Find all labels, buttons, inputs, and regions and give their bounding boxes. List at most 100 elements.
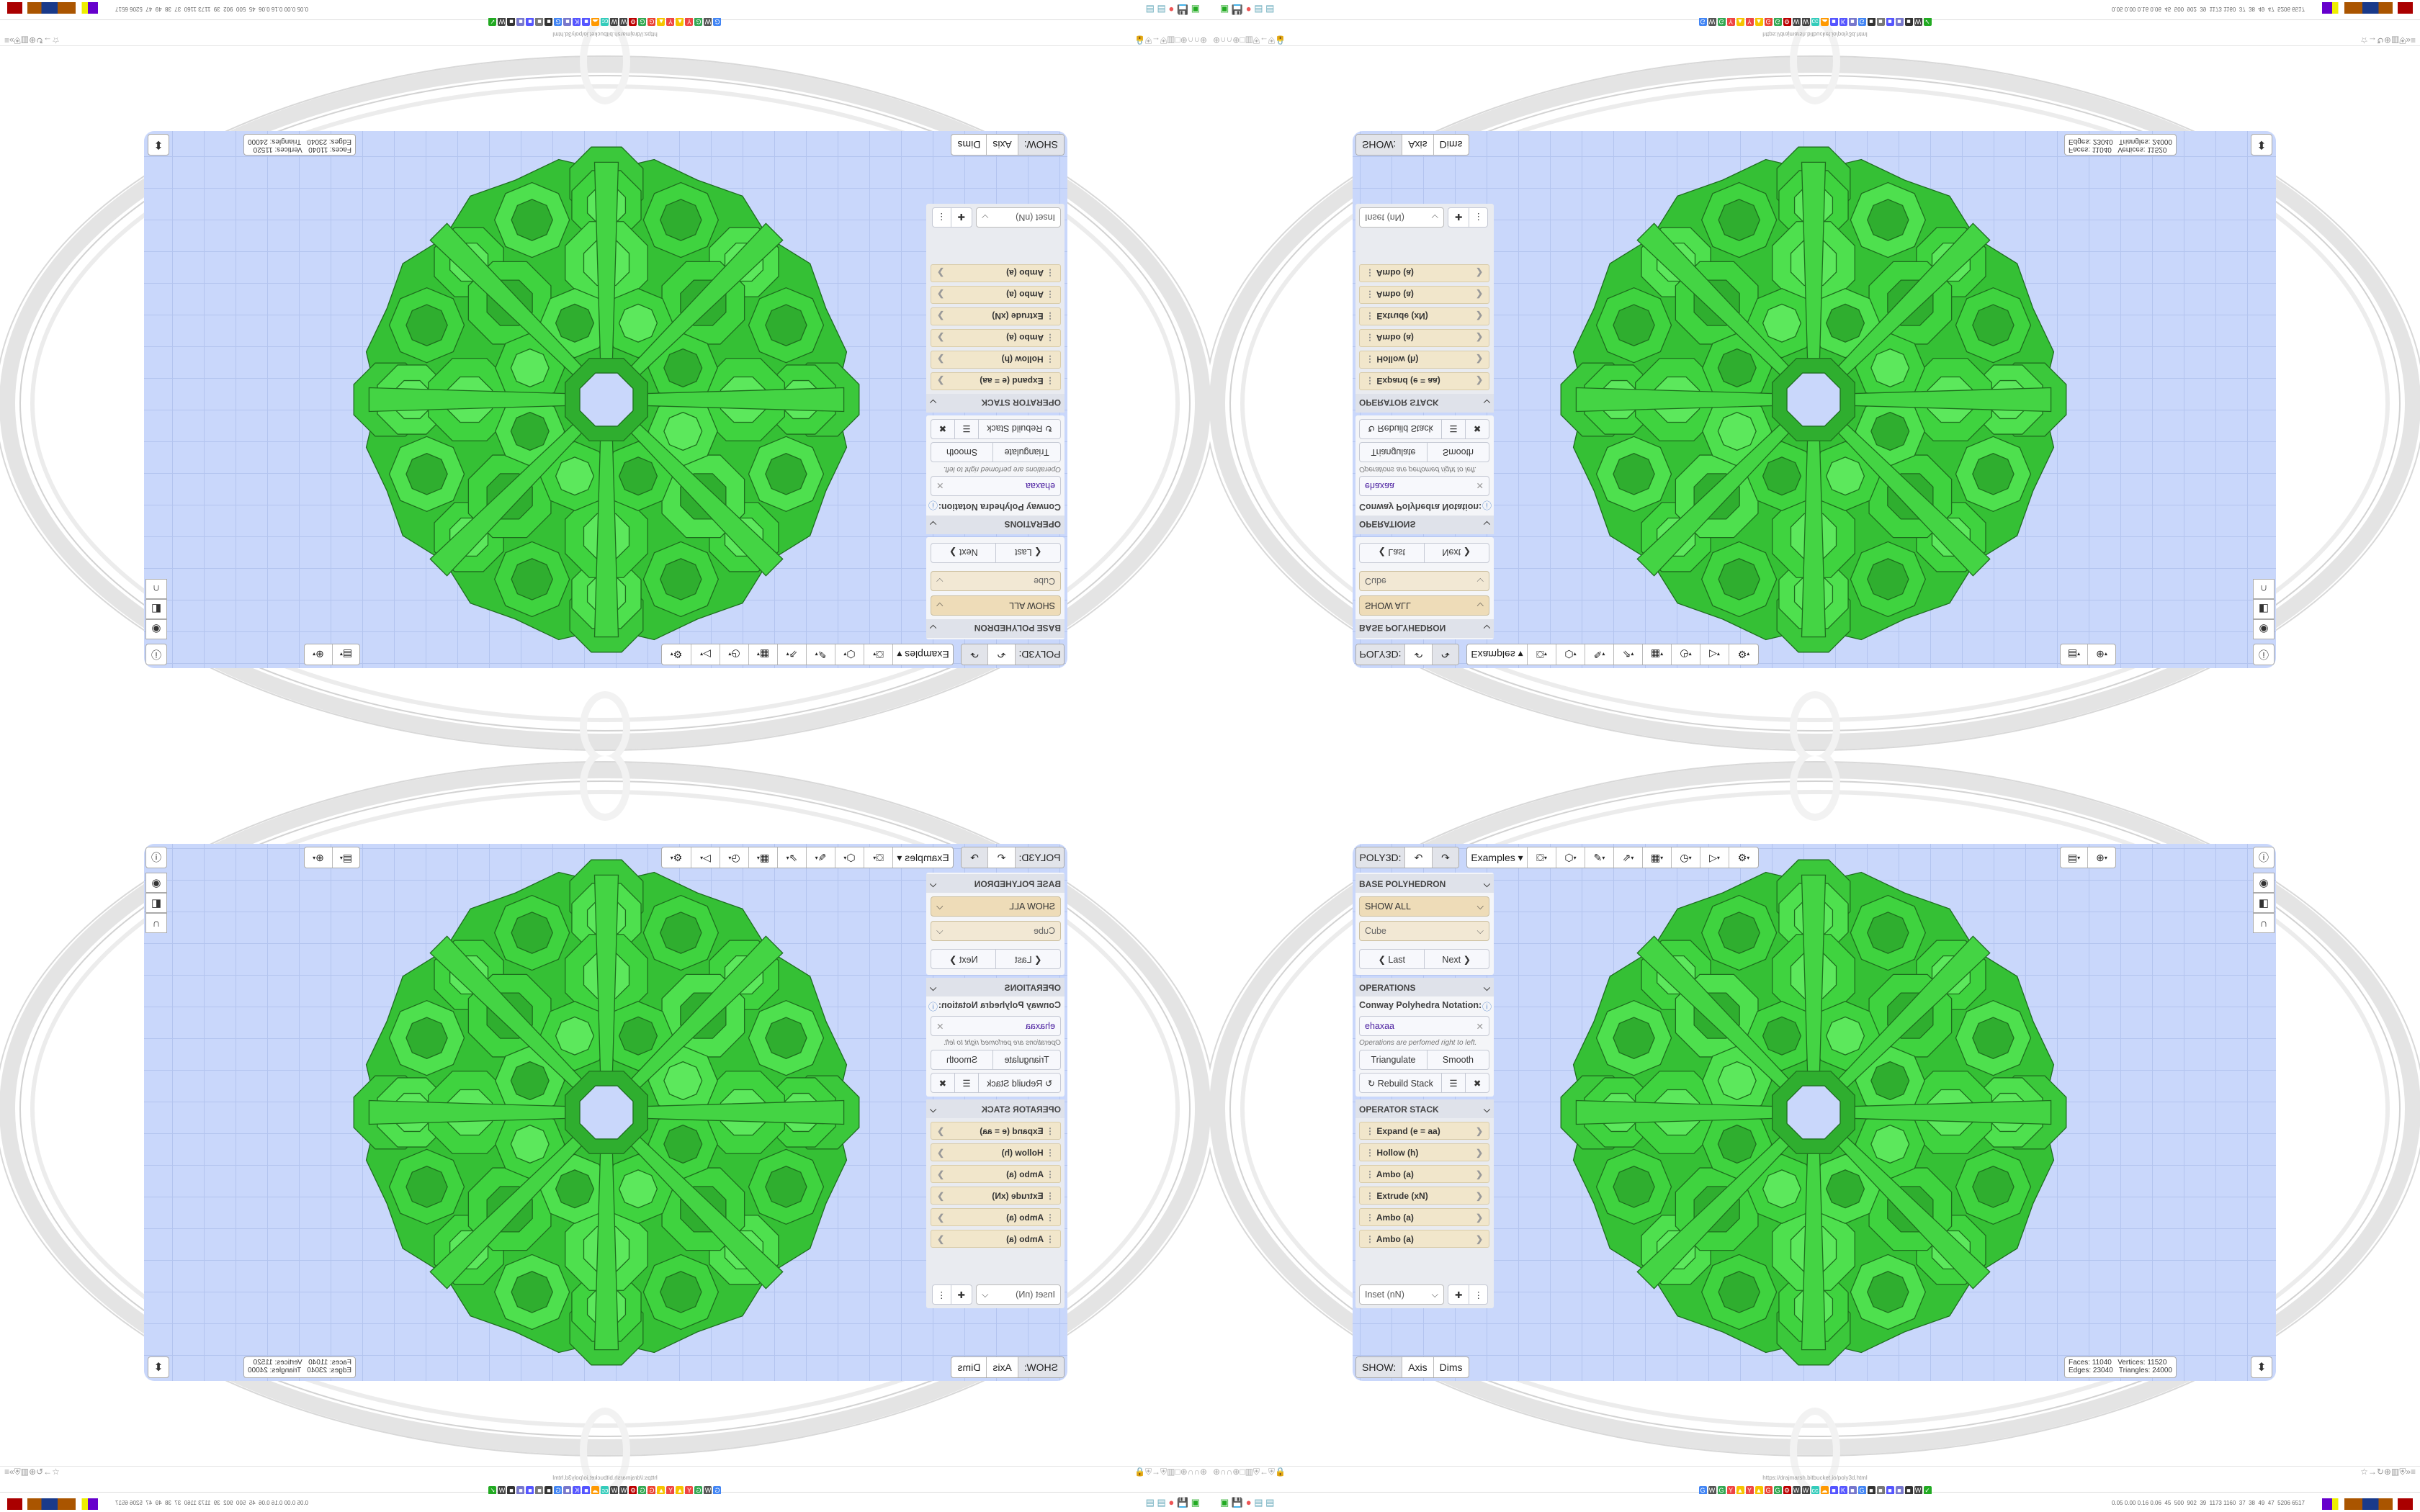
bookmark-favicon[interactable]: ■ [1829, 1486, 1838, 1495]
chevron-right-icon[interactable]: ❯ [937, 1169, 945, 1179]
eye-icon[interactable]: ◉ [145, 873, 167, 893]
chevron-right-icon[interactable]: ❯ [1475, 1147, 1483, 1158]
url-text[interactable]: https://drajmarsh.bitbucket.io/poly3d.ht… [552, 1475, 658, 1481]
bookmark-favicon[interactable]: G [1717, 1486, 1726, 1495]
stack-item[interactable]: ⋮ Ambo (a) ❯ [1359, 286, 1489, 304]
filter-select[interactable]: SHOW ALL ⌵ [931, 595, 1061, 616]
bookmark-favicon[interactable]: G [1698, 1486, 1707, 1495]
chevron-right-icon[interactable]: ❯ [1475, 333, 1483, 343]
bookmark-favicon[interactable]: W [610, 17, 619, 26]
half-square-icon[interactable]: ◧ [2253, 599, 2275, 619]
magnet-icon[interactable]: ∩ [145, 913, 167, 933]
url-text[interactable]: https://drajmarsh.bitbucket.io/poly3d.ht… [552, 31, 658, 37]
polyhedron-model[interactable] [1353, 131, 2276, 668]
bookmark-favicon[interactable]: G [1764, 1486, 1773, 1495]
triangulate-button[interactable]: Triangulate [1360, 1050, 1428, 1069]
bookmark-favicon[interactable]: ■ [544, 17, 553, 26]
info-button[interactable]: ⓘ [2253, 847, 2275, 868]
cube-icon[interactable]: ⬡ ▾ [835, 644, 864, 665]
table-icon[interactable]: ▦ ▾ [1643, 847, 1672, 868]
last-button[interactable]: ❮ Last [995, 544, 1060, 562]
bookmark-favicon[interactable]: ■ [1876, 1486, 1885, 1495]
bookmark-favicon[interactable]: G [1857, 17, 1866, 26]
bookmark-favicon[interactable]: G [1857, 1486, 1866, 1495]
drag-handle-icon[interactable]: ⋮ [1043, 354, 1054, 365]
polyhedron-model[interactable] [144, 844, 1067, 1381]
bookmark-favicon[interactable]: ■ [1876, 17, 1885, 26]
list-icon[interactable]: ☰ [954, 420, 979, 438]
stack-item[interactable]: ⋮ Extrude (xN) ❯ [1359, 1187, 1489, 1205]
magnet-icon[interactable]: ∩ [2253, 579, 2275, 599]
bookmark-favicon[interactable]: cc [1811, 17, 1819, 26]
notation-input[interactable]: ehaxaa ✕ [931, 476, 1061, 496]
bookmark-favicon[interactable]: ■ [1904, 1486, 1913, 1495]
bookmark-favicon[interactable]: G [1698, 17, 1707, 26]
bookmark-favicon[interactable]: ▲ [657, 17, 666, 26]
operations-header[interactable]: OPERATIONS ⌵ [926, 516, 1065, 534]
stack-item[interactable]: ⋮ Ambo (a) ❯ [931, 1208, 1061, 1226]
bookmark-favicon[interactable]: ✓ [488, 17, 497, 26]
drag-handle-icon[interactable]: ⋮ [1044, 1233, 1054, 1244]
paint-bucket-icon[interactable]: ⛋ ▾ [864, 644, 892, 665]
plus-icon[interactable]: ✚ [1448, 208, 1470, 227]
3d-viewport[interactable]: POLY3D: ↶ ↷ Examples ▾ ⛋ ▾ ⬡ ▾ ✎ ▾ ⇗ ▾ ▦ ▾ ◷ ▾ ▷ ▾ ⚙ ▾ … [144, 131, 1067, 668]
table-icon[interactable]: ▦ ▾ [748, 847, 777, 868]
dims-toggle[interactable]: Dims [957, 1362, 981, 1373]
chevron-right-icon[interactable]: ❯ [1475, 1233, 1483, 1244]
dims-toggle[interactable]: Dims [1439, 139, 1463, 150]
bookmark-favicon[interactable]: K [1839, 1486, 1847, 1495]
drag-handle-icon[interactable]: ⋮ [1044, 1169, 1054, 1179]
axis-toggle[interactable]: Axis [1402, 135, 1434, 155]
bookmark-favicon[interactable]: ■ [516, 17, 525, 26]
export-icon[interactable]: ⇗ ▾ [1614, 644, 1643, 665]
settings-icon[interactable]: ⚙ ▾ [1737, 649, 1750, 661]
redo-icon[interactable]: ↷ [1433, 847, 1458, 868]
url-text[interactable]: https://drajmarsh.bitbucket.io/poly3d.ht… [1762, 1475, 1868, 1481]
stack-item[interactable]: ⋮ Hollow (h) ❯ [1359, 1143, 1489, 1161]
next-button[interactable]: Next ❯ [949, 547, 978, 558]
fit-view-icon[interactable]: ⬍ [2251, 134, 2272, 156]
bookmark-favicon[interactable]: ■ [1886, 1486, 1894, 1495]
stack-item[interactable]: ⋮ Ambo (a) ❯ [1359, 1230, 1489, 1248]
smooth-button[interactable]: Smooth [1442, 1055, 1474, 1065]
drag-handle-icon[interactable]: ⋮ [1366, 1125, 1377, 1136]
chevron-right-icon[interactable]: ❯ [937, 1233, 945, 1244]
chevron-right-icon[interactable]: ❯ [937, 311, 945, 322]
drag-handle-icon[interactable]: ⋮ [1366, 1212, 1376, 1223]
play-icon[interactable]: ▷ ▾ [1700, 644, 1729, 665]
examples-button[interactable]: Examples ▾ [892, 847, 953, 868]
3d-viewport[interactable]: POLY3D: ↶ ↷ Examples ▾ ⛋ ▾ ⬡ ▾ ✎ ▾ ⇗ ▾ ▦ ▾ ◷ ▾ ▷ ▾ ⚙ ▾ … [1353, 131, 2276, 668]
chevron-right-icon[interactable]: ❯ [937, 1125, 945, 1136]
stack-header[interactable]: OPERATOR STACK ⌵ [926, 1099, 1065, 1118]
last-button[interactable]: ❮ Last [1360, 544, 1425, 562]
chevron-right-icon[interactable]: ❯ [937, 1190, 945, 1201]
bookmark-favicon[interactable]: Y [1745, 1486, 1754, 1495]
bookmark-favicon[interactable]: ■ [526, 17, 534, 26]
drag-handle-icon[interactable]: ⋮ [1366, 354, 1377, 365]
chevron-right-icon[interactable]: ❯ [1475, 289, 1483, 300]
stack-item[interactable]: ⋮ Ambo (a) ❯ [931, 264, 1061, 282]
browser-action-icons[interactable]: ☆→↻⊕▥⛨»≡ [2360, 1467, 2416, 1477]
bookmark-favicon[interactable]: ⚙ [1783, 17, 1791, 26]
chevron-right-icon[interactable]: ❯ [937, 376, 945, 387]
half-square-icon[interactable]: ◧ [145, 599, 167, 619]
filter-select[interactable]: SHOW ALL ⌵ [1359, 896, 1489, 917]
bookmark-favicon[interactable]: W [1914, 17, 1922, 26]
chevron-right-icon[interactable]: ❯ [1475, 311, 1483, 322]
taskbar-apps[interactable]: ▣ 💾 ● ▤ ▤ [1145, 4, 1200, 15]
edit-lines-icon[interactable]: ✎ ▾ [1585, 847, 1614, 868]
bookmark-favicon[interactable]: G [1764, 17, 1773, 26]
calendar-clock-icon[interactable]: ▤ ▾ [2061, 847, 2088, 868]
redo-icon[interactable]: ↷ [962, 644, 987, 665]
base-header[interactable]: BASE POLYHEDRON ⌵ [1355, 874, 1494, 893]
rebuild-stack-button[interactable]: ↻ Rebuild Stack [1360, 420, 1442, 438]
examples-button[interactable]: Examples ▾ [892, 644, 953, 665]
paint-bucket-icon[interactable]: ⛋ ▾ [864, 847, 892, 868]
fit-view-icon[interactable]: ⬍ [148, 1356, 169, 1378]
bookmark-favicon[interactable]: ☁ [1820, 17, 1829, 26]
drag-handle-icon[interactable]: ⋮ [1044, 289, 1054, 300]
redo-icon[interactable]: ↷ [1433, 644, 1458, 665]
magnet-icon[interactable]: ∩ [145, 579, 167, 599]
3d-viewport[interactable]: POLY3D: ↶ ↷ Examples ▾ ⛋ ▾ ⬡ ▾ ✎ ▾ ⇗ ▾ ▦ ▾ ◷ ▾ ▷ ▾ ⚙ ▾ … [1353, 844, 2276, 1381]
shape-select[interactable]: Cube ⌵ [931, 571, 1061, 591]
